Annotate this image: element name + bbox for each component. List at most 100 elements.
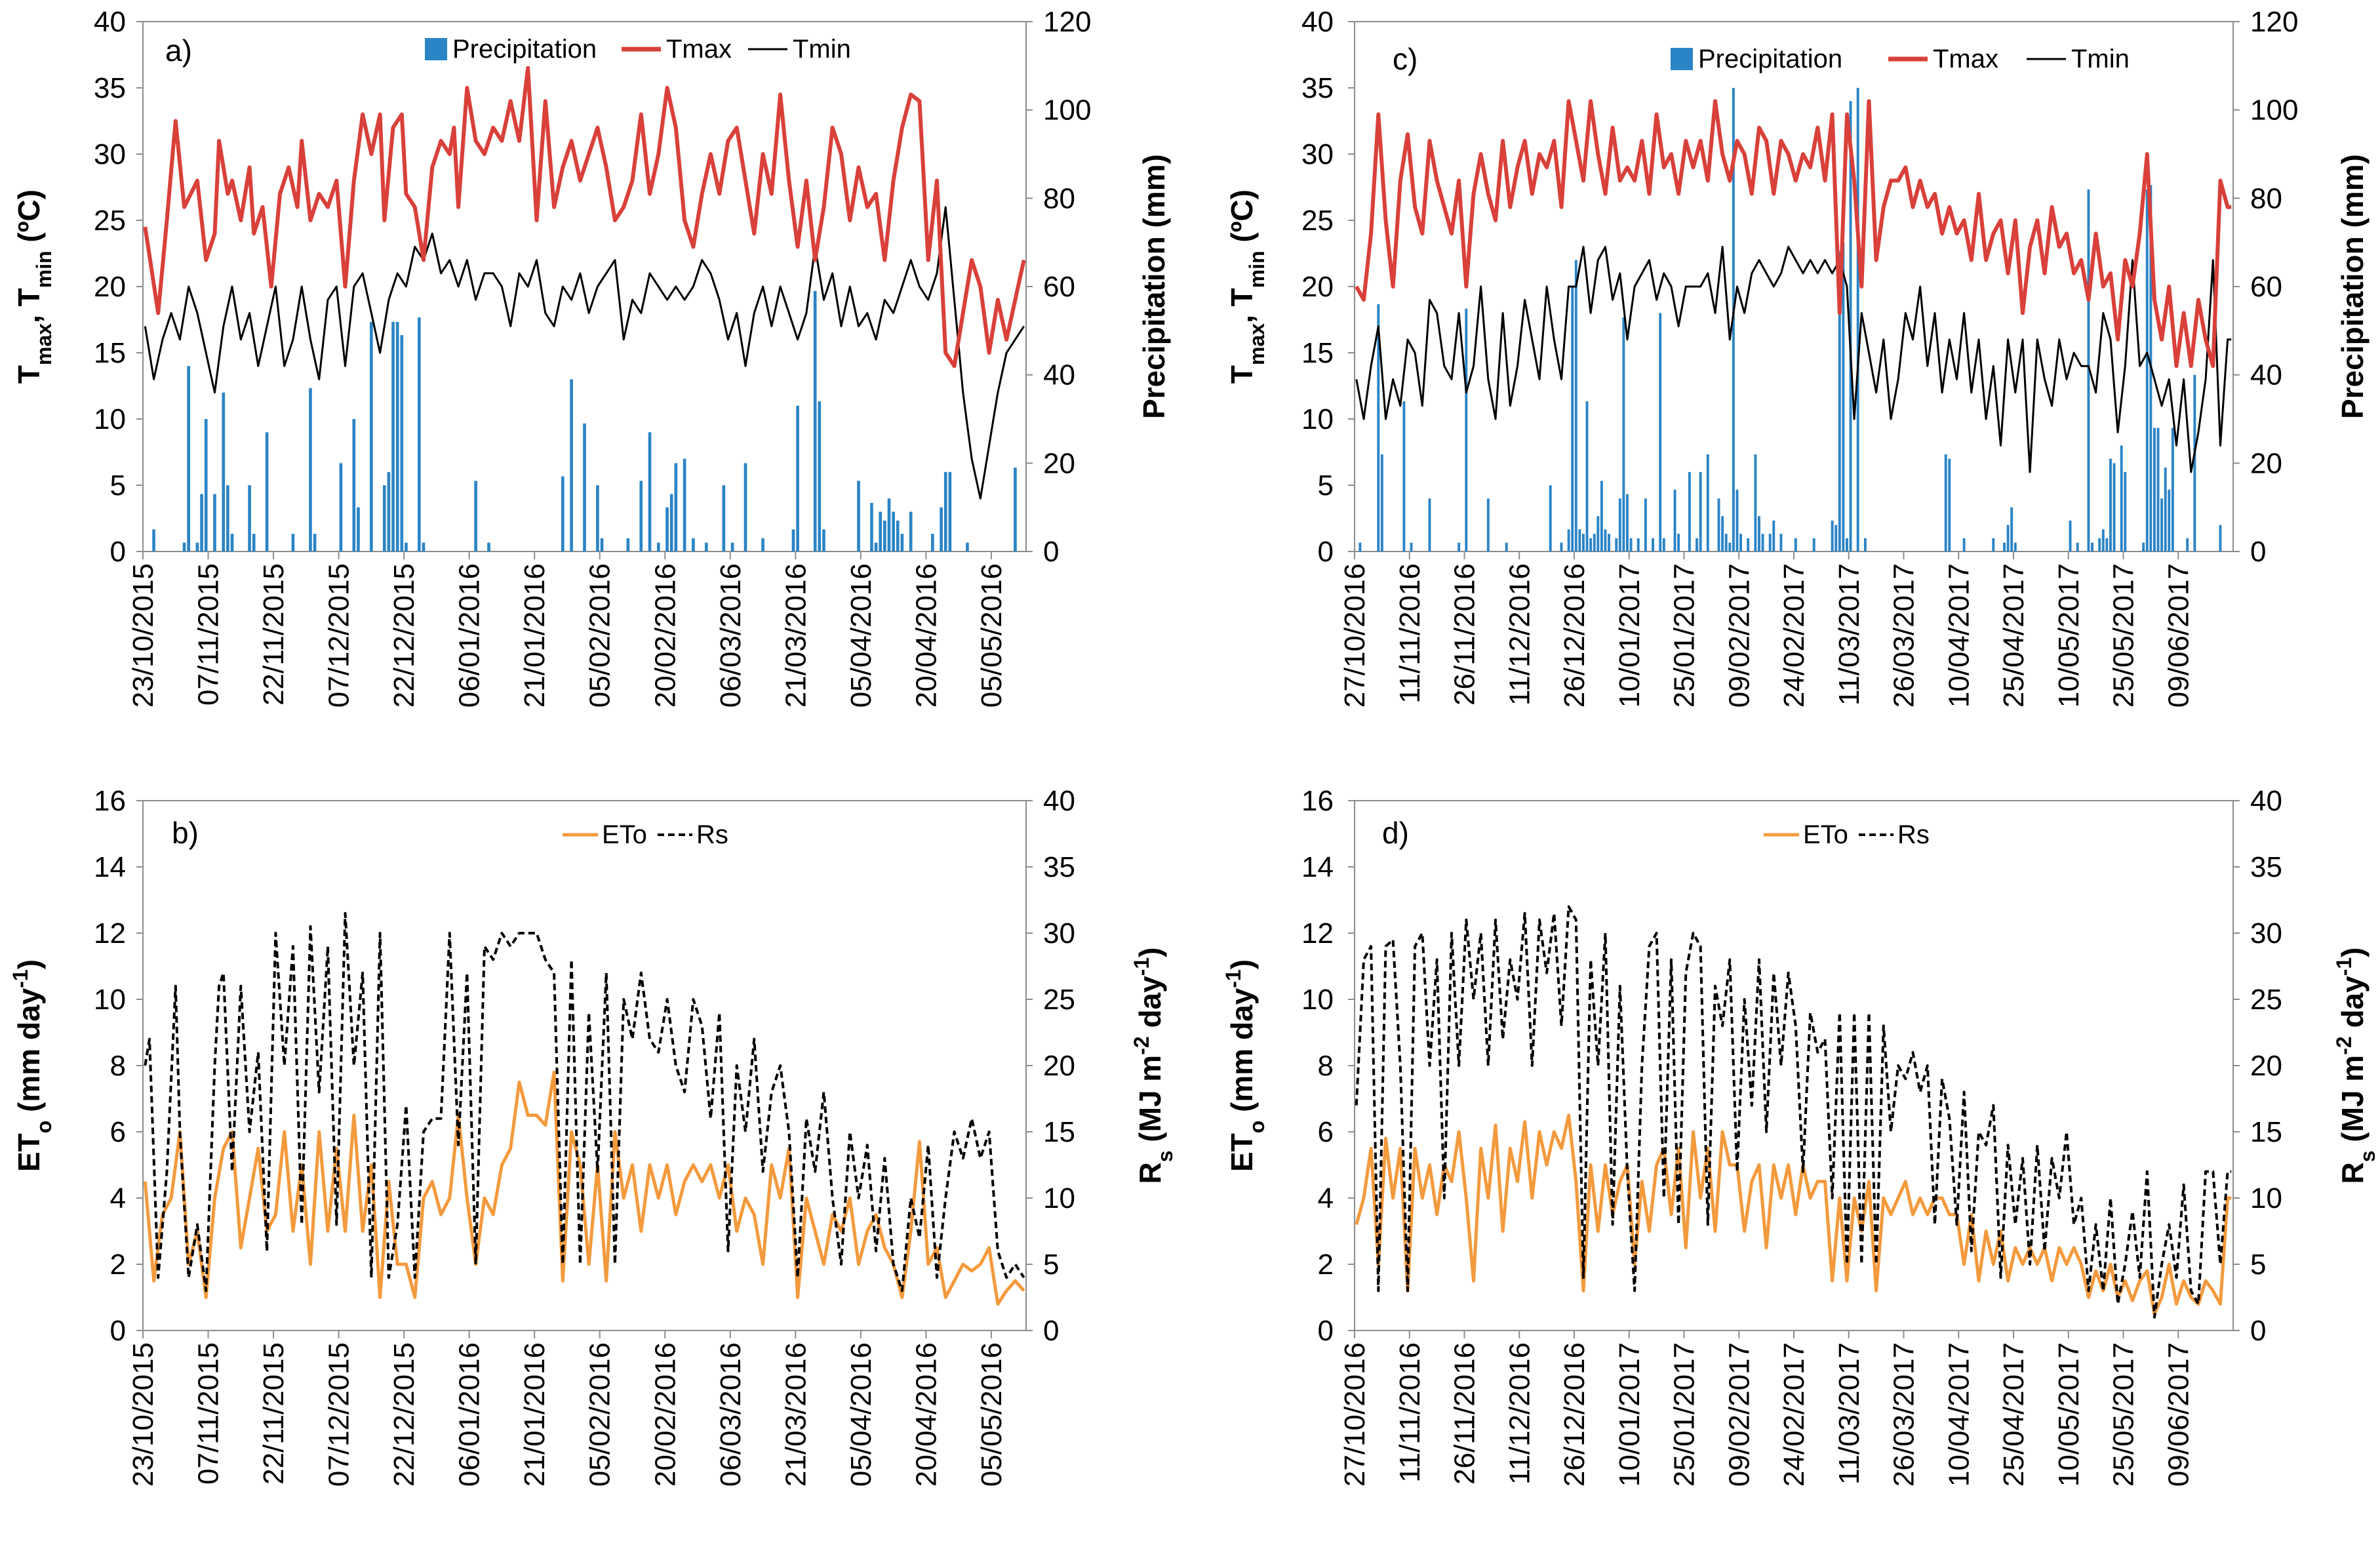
precipitation-bar (1626, 494, 1629, 551)
x-tick-label: 07/12/2015 (323, 563, 355, 708)
precipitation-bar (1622, 317, 1625, 551)
y-right-tick-label: 120 (2250, 6, 2298, 38)
x-tick-label: 25/05/2017 (2108, 563, 2140, 708)
precipitation-bar (818, 401, 822, 551)
precipitation-bar (1962, 538, 1966, 551)
y-right-tick-label: 120 (1043, 6, 1091, 38)
precipitation-bar (1739, 534, 1742, 551)
y-left-tick-label: 14 (94, 851, 126, 883)
precipitation-bar (1593, 534, 1596, 551)
precipitation-bar (1728, 542, 1732, 551)
precipitation-bar (265, 432, 269, 551)
y-left-tick-label: 0 (110, 536, 126, 568)
y-right-tick-label: 35 (2250, 851, 2282, 883)
x-tick-label: 09/02/2017 (1723, 563, 1755, 708)
precipitation-bar (2160, 498, 2164, 551)
y-right-tick-label: 100 (2250, 94, 2298, 127)
precipitation-bar (2168, 489, 2171, 551)
precipitation-bar (1615, 538, 1618, 551)
panel-b-legend: ETo Rs (563, 820, 728, 849)
precipitation-bar (931, 534, 934, 551)
tmax-line (1355, 99, 2232, 369)
precipitation-bar (1644, 498, 1647, 551)
precipitation-bar (909, 511, 913, 551)
panel-d-y-right-title: Rs (MJ m-2 day-1) (2332, 948, 2379, 1184)
precipitation-bar (2003, 542, 2006, 551)
x-tick-label: 23/10/2015 (127, 563, 159, 708)
y-left-tick-label: 30 (94, 138, 126, 170)
x-tick-label: 11/03/2017 (1833, 563, 1865, 706)
precipitation-bar (879, 511, 883, 551)
precipitation-bar (418, 317, 421, 551)
x-tick-label: 11/03/2017 (1833, 1342, 1865, 1485)
y-right-tick-label: 25 (2250, 984, 2282, 1016)
x-tick-label: 26/12/2016 (1558, 563, 1591, 708)
y-left-tick-label: 20 (94, 271, 126, 303)
legend-precipitation-swatch (425, 38, 447, 60)
precipitation-bar (1992, 538, 1995, 551)
y-right-tick-label: 35 (1043, 851, 1075, 883)
precipitation-bar (1735, 489, 1739, 551)
x-tick-label: 25/04/2017 (1998, 563, 2030, 708)
precipitation-bar (796, 405, 799, 551)
tmin-line (1355, 245, 2232, 473)
precipitation-bar (1600, 481, 1603, 551)
panel-c-right-axis: 0 20 40 60 80 100 120 (2233, 6, 2298, 568)
precipitation-bar (200, 494, 203, 551)
precipitation-bar (2186, 538, 2189, 551)
x-tick-label: 25/05/2017 (2108, 1342, 2140, 1487)
precipitation-bar (669, 494, 673, 551)
x-tick-label: 25/01/2017 (1669, 1342, 1701, 1487)
precipitation-bar (822, 529, 825, 551)
precipitation-bar (665, 507, 669, 551)
precipitation-bar (2010, 507, 2013, 551)
panel-d-frame (1354, 800, 2234, 1331)
y-right-tick-label: 10 (1043, 1182, 1075, 1214)
panel-a-y-right-title: Precipitation (mm) (1137, 154, 1171, 419)
precipitation-bar (1849, 101, 1852, 551)
y-left-tick-label: 35 (94, 72, 126, 104)
panel-c-series (1355, 88, 2232, 552)
x-tick-label: 11/11/2016 (1394, 563, 1426, 704)
precipitation-bar (1835, 525, 1838, 551)
precipitation-bar (1761, 534, 1764, 551)
precipitation-bar (1428, 498, 1431, 551)
y-left-tick-label: 12 (1301, 917, 1334, 950)
panel-d-left-axis: 0 2 4 6 8 10 12 14 16 (1301, 785, 1355, 1347)
y-left-tick-label: 10 (94, 403, 126, 435)
precipitation-bar (1831, 520, 1834, 551)
y-left-tick-label: 25 (1301, 205, 1334, 237)
precipitation-bar (1863, 538, 1867, 551)
x-tick-label: 06/03/2016 (715, 1342, 747, 1487)
precipitation-bar (487, 542, 490, 551)
precipitation-bar (600, 538, 604, 551)
precipitation-bar (252, 534, 256, 551)
precipitation-bar (639, 481, 643, 551)
panel-a-y-left-title: Tmax, Tmin (ºC) (12, 190, 56, 384)
precipitation-bar (357, 507, 360, 551)
legend-tmax-label: Tmax (666, 35, 732, 64)
panel-c-label: c) (1393, 42, 1418, 76)
precipitation-bar (1812, 538, 1815, 551)
panel-d-x-axis: 27/10/2016 11/11/2016 26/11/2016 11/12/2016… (1339, 1331, 2194, 1487)
precipitation-bar (2087, 189, 2090, 551)
precipitation-bar (1842, 242, 1845, 551)
panel-b-series (143, 911, 1025, 1306)
precipitation-bar (291, 534, 295, 551)
y-left-tick-label: 16 (94, 785, 126, 817)
x-tick-label: 10/05/2017 (2053, 1342, 2085, 1487)
precipitation-bar (966, 542, 969, 551)
x-tick-label: 05/04/2016 (845, 1342, 877, 1487)
x-tick-label: 10/05/2017 (2053, 563, 2085, 708)
precipitation-bar (1465, 308, 1468, 551)
legend-rs-label: Rs (1897, 820, 1930, 849)
y-right-tick-label: 0 (1043, 536, 1059, 568)
y-right-tick-label: 20 (1043, 447, 1075, 479)
precipitation-bar (387, 471, 391, 551)
precipitation-bar (1652, 538, 1654, 551)
precipitation-bar (2091, 542, 2093, 551)
panel-a-x-axis: 23/10/2015 07/11/2015 22/11/2015 07/12/2015… (127, 551, 1008, 708)
precipitation-bar (1629, 538, 1633, 551)
x-tick-label: 21/03/2016 (780, 563, 812, 708)
